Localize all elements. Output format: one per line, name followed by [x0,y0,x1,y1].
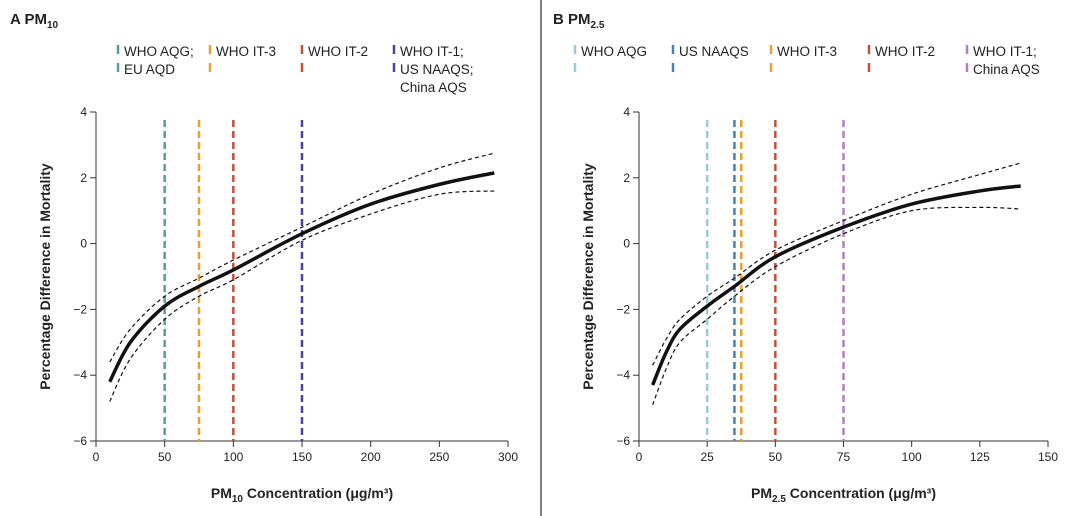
panel-title: B PM2.5 [553,11,605,31]
legend-label: WHO AQG [581,44,647,59]
y-tick-label: 0 [80,237,87,251]
panel-title: A PM10 [10,11,59,31]
x-tick-label: 125 [970,450,990,464]
y-axis-label: Percentage Difference in Mortality [580,163,596,390]
panel-b: B PM2.5 WHO AQG US NAAQS WHO IT-3 WHO IT-2 WH… [553,11,1058,505]
y-tick-label: −4 [73,368,87,382]
x-tick-label: 250 [429,450,449,464]
legend-label: China AQS [973,62,1040,77]
x-tick-label: 150 [1038,450,1058,464]
legend-label: WHO IT-1; [400,44,464,59]
x-tick-label: 0 [636,450,643,464]
legend-label: WHO IT-3 [216,44,276,59]
lower-ci-line [109,190,495,402]
y-tick-label: 4 [80,105,87,119]
x-tick-label: 100 [223,450,243,464]
x-tick-label: 25 [700,450,714,464]
upper-ci-line [652,162,1021,366]
y-tick-label: 0 [623,237,630,251]
y-tick-label: −2 [616,302,630,316]
legend-label: WHO IT-2 [875,44,935,59]
y-axis-label: Percentage Difference in Mortality [37,163,53,390]
central-estimate-line [651,184,1021,386]
x-tick-label: 300 [498,450,518,464]
x-tick-label: 50 [769,450,783,464]
x-tick-label: 50 [158,450,172,464]
x-tick-label: 0 [93,450,100,464]
x-axis-label: PM10 Concentration (μg/m³) [211,485,393,505]
y-tick-label: −6 [616,434,630,448]
y-tick-label: −2 [73,302,87,316]
x-tick-label: 100 [902,450,922,464]
y-tick-label: 4 [623,105,630,119]
legend-label: WHO IT-1; [973,44,1037,59]
lower-ci-line [652,206,1021,406]
legend-label: US NAAQS [679,44,749,59]
y-tick-label: 2 [80,171,87,185]
legend-label: WHO IT-3 [777,44,837,59]
y-tick-label: 2 [623,171,630,185]
central-estimate-line [108,171,495,383]
x-tick-label: 150 [292,450,312,464]
legend-label: WHO AQG; [124,44,194,59]
x-tick-label: 200 [361,450,381,464]
panel-a: A PM10 WHO AQG; EU AQD WHO IT-3 WHO IT-2 WHO … [10,11,518,505]
x-tick-label: 75 [837,450,851,464]
y-tick-label: −6 [73,434,87,448]
x-axis-label: PM2.5 Concentration (μg/m³) [751,485,936,505]
legend-label: EU AQD [124,62,175,77]
legend-label: China AQS [400,80,467,95]
legend-label: US NAAQS; [400,62,474,77]
legend-label: WHO IT-2 [308,44,368,59]
y-tick-label: −4 [616,368,630,382]
